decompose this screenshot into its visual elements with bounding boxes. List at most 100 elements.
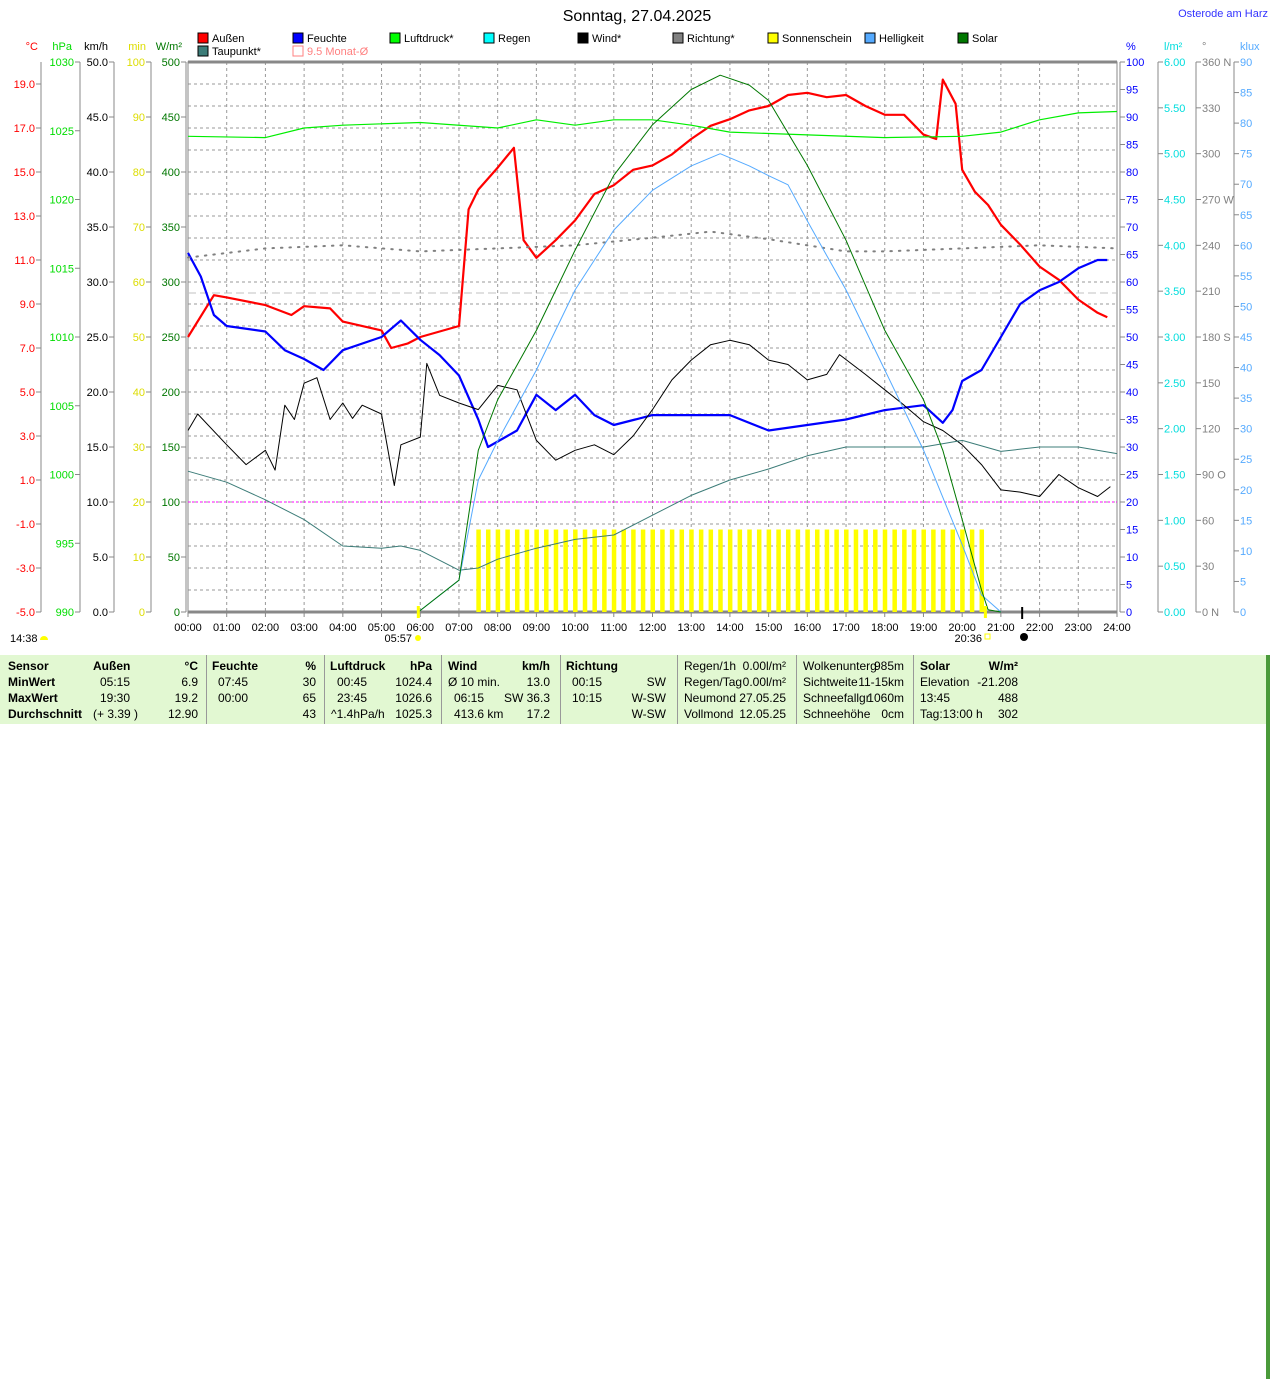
table-header-feuchte: Feuchte <box>212 659 259 673</box>
chart-title: Sonntag, 27.04.2025 <box>563 8 712 25</box>
legend-swatch <box>957 32 969 44</box>
axis-tick-label: 180 S <box>1202 332 1231 344</box>
axis-tick-label: 85 <box>1126 140 1138 152</box>
axis-tick-label: 30 <box>133 442 145 454</box>
axis-tick-label: 60 <box>133 277 145 289</box>
cell: 12.90 <box>167 707 198 721</box>
axis-tick-label: 9.0 <box>20 299 35 311</box>
cell-value: 0cm <box>881 707 904 721</box>
axis-tick-label: 45.0 <box>87 112 108 124</box>
sunshine-bar <box>495 529 501 612</box>
legend-swatch <box>292 32 304 44</box>
x-tick-label: 07:00 <box>445 622 473 634</box>
location-label: Osterode am Harz <box>1178 8 1268 20</box>
x-tick-label: 01:00 <box>213 622 241 634</box>
axis-tick-label: 120 <box>1202 424 1220 436</box>
sunshine-bar <box>805 529 810 612</box>
axis-tick-label: 35 <box>1126 415 1138 427</box>
axis-unit: hPa <box>52 41 72 53</box>
axis-tick-label: 90 <box>1240 57 1252 69</box>
axis-tick-label: 7.0 <box>20 343 35 355</box>
legend-swatch <box>483 32 495 44</box>
cell-value: 985m <box>873 659 904 673</box>
table-header-richtung: Richtung <box>566 659 618 673</box>
legend-item: Taupunkt* <box>212 46 262 58</box>
axis-tick-label: 55 <box>1240 271 1252 283</box>
axis-tick-label: 90 <box>1126 112 1138 124</box>
legend-item: Regen <box>498 33 530 45</box>
cell: 07:45 <box>218 675 249 689</box>
sunshine-bar <box>621 529 626 612</box>
sunshine-bar <box>524 529 530 612</box>
series-feuchte <box>187 252 1108 449</box>
series-helligkeit <box>417 153 1002 613</box>
cell: 6.9 <box>181 675 198 689</box>
sunshine-bar <box>737 529 743 612</box>
x-tick-label: 17:00 <box>832 622 860 634</box>
sunset-time: 20:36 <box>954 633 982 645</box>
cell-label: Schneehöhe <box>803 707 871 721</box>
axis-tick-label: 17.0 <box>14 123 35 135</box>
axis-tick-label: 50 <box>168 552 180 564</box>
axis-tick-label: 0 <box>139 607 145 619</box>
axis-tick-label: 15 <box>1126 525 1138 537</box>
sunshine-bar <box>544 529 549 612</box>
legend-item: Wind* <box>592 33 622 45</box>
axis-tick-label: 200 <box>162 387 180 399</box>
sunshine-bar <box>660 529 665 612</box>
axis-tick-label: 3.00 <box>1164 332 1185 344</box>
axis-tick-label: 30 <box>1240 424 1252 436</box>
axis-tick-label: 0.0 <box>93 607 108 619</box>
cell-label: Vollmond <box>684 707 734 721</box>
sunshine-bar <box>960 529 965 612</box>
axis-tick-label: 2.50 <box>1164 378 1185 390</box>
axis-tick-label: 5.0 <box>93 552 108 564</box>
sunshine-bar <box>679 529 685 612</box>
axis-tick-label: 210 <box>1202 286 1220 298</box>
sunshine-bar <box>553 529 559 612</box>
sunshine-bar <box>727 529 733 612</box>
axis-tick-label: 13.0 <box>14 211 35 223</box>
x-tick-label: 09:00 <box>523 622 551 634</box>
legend-item: Helligkeit <box>879 33 924 45</box>
cell: 23:45 <box>337 691 368 705</box>
axis-unit: km/h <box>84 41 108 53</box>
axis-tick-label: 0 N <box>1202 607 1219 619</box>
axis-tick-label: 360 N <box>1202 57 1231 69</box>
sunshine-bar <box>611 529 617 612</box>
axis-tick-label: 10 <box>1240 546 1252 558</box>
table-header-luftdruck: Luftdruck <box>330 659 386 673</box>
legend-swatch <box>197 32 209 44</box>
axis-tick-label: 0.50 <box>1164 561 1185 573</box>
axis-tick-label: 70 <box>133 222 145 234</box>
axis-tick-label: 100 <box>127 57 145 69</box>
sunshine-bar <box>766 529 772 612</box>
axis-tick-label: 20.0 <box>87 387 108 399</box>
sunshine-bar <box>931 529 936 612</box>
legend-swatch <box>197 45 209 57</box>
legend-swatch <box>292 45 304 57</box>
sunshine-bar <box>902 529 907 612</box>
axis-tick-label: 90 O <box>1202 470 1226 482</box>
axis-tick-label: 20 <box>133 497 145 509</box>
table-header-solar: Solar <box>920 659 951 673</box>
axis-tick-label: 50 <box>1126 332 1138 344</box>
sunshine-bar <box>892 529 897 612</box>
sunshine-bar <box>476 529 481 612</box>
axis-tick-label: 15.0 <box>14 167 35 179</box>
cell-label: Regen/1h <box>684 659 737 673</box>
axis-tick-label: 80 <box>1240 118 1252 130</box>
axis-tick-label: 4.00 <box>1164 240 1185 252</box>
sunshine-bar <box>921 529 926 612</box>
sunshine-bar <box>689 529 694 612</box>
sunshine-bar <box>911 529 917 612</box>
sunshine-bar <box>505 529 510 612</box>
cell-value: 0.00l/m² <box>742 659 786 673</box>
axis-tick-label: 60 <box>1240 240 1252 252</box>
axis-tick-label: 40 <box>1240 363 1252 375</box>
cell: 17.2 <box>526 707 550 721</box>
cell: 1025.3 <box>395 707 432 721</box>
x-tick-label: 12:00 <box>639 622 667 634</box>
legend-item: Feuchte <box>307 33 347 45</box>
axis-tick-label: 270 W <box>1202 195 1234 207</box>
